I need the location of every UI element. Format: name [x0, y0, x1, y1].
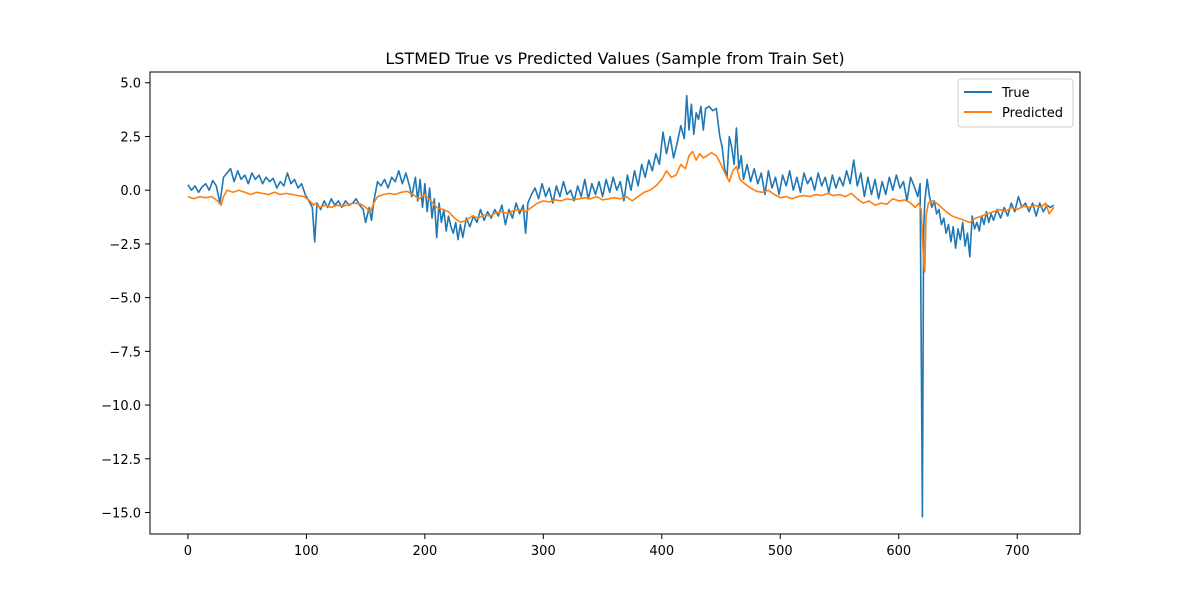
y-tick-label: −10.0 — [101, 399, 141, 414]
y-axis: 5.0 2.5 0.0 −2.5 −5.0 −7.5 −10.0 −12.5 −15.0 — [101, 77, 150, 522]
y-tick-label: −2.5 — [109, 238, 141, 253]
legend-label-predicted: Predicted — [1002, 106, 1063, 121]
x-tick-label: 400 — [649, 544, 674, 559]
y-tick-label: −15.0 — [101, 507, 141, 522]
x-tick-label: 600 — [886, 544, 911, 559]
y-tick-label: 2.5 — [120, 130, 141, 145]
x-axis: 0 100 200 300 400 500 600 700 — [184, 534, 1030, 559]
chart-title: LSTMED True vs Predicted Values (Sample … — [385, 49, 844, 68]
x-tick-label: 0 — [184, 544, 192, 559]
x-tick-label: 700 — [1005, 544, 1030, 559]
x-tick-label: 200 — [412, 544, 437, 559]
x-tick-label: 100 — [294, 544, 319, 559]
plot-area — [187, 94, 1055, 518]
x-tick-label: 500 — [768, 544, 793, 559]
legend-label-true: True — [1001, 86, 1030, 101]
series-line-predicted — [187, 150, 1055, 273]
axes-frame — [149, 71, 1081, 535]
legend: True Predicted — [957, 78, 1074, 128]
y-tick-label: 5.0 — [120, 77, 141, 92]
y-tick-label: −5.0 — [109, 292, 141, 307]
y-tick-label: 0.0 — [120, 184, 141, 199]
series-line-true — [187, 94, 1055, 518]
y-tick-label: −7.5 — [109, 345, 141, 360]
y-tick-label: −12.5 — [101, 453, 141, 468]
x-tick-label: 300 — [531, 544, 556, 559]
